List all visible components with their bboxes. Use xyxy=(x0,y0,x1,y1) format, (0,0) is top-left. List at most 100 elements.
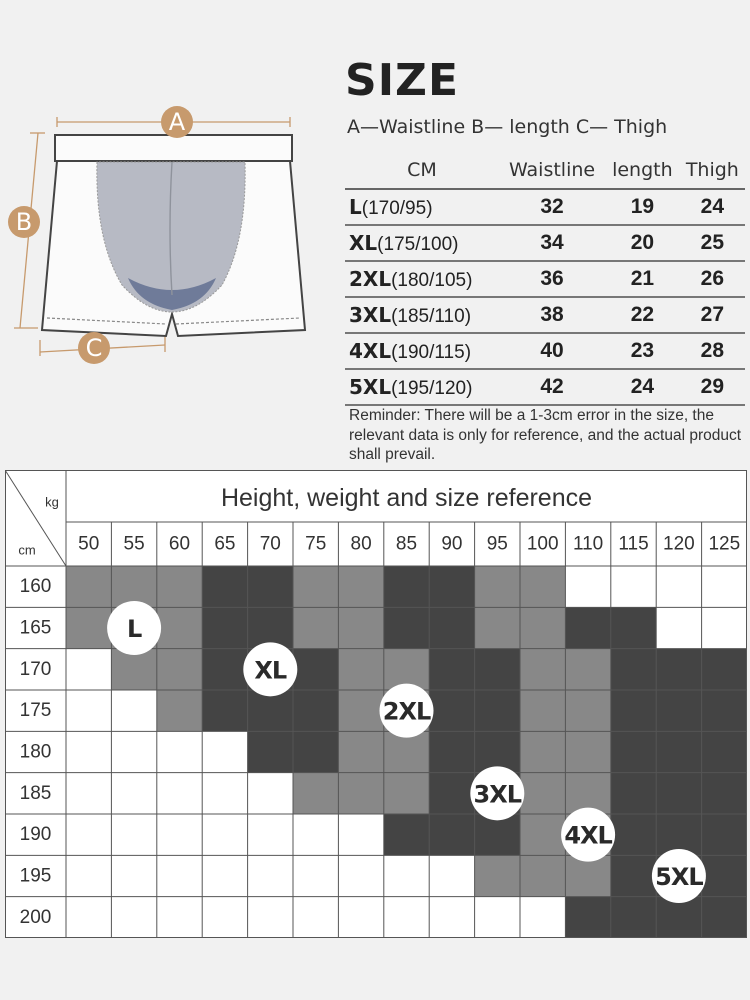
thigh-value: 26 xyxy=(679,261,745,298)
waistline-value: 42 xyxy=(499,369,606,406)
grid-cell xyxy=(474,566,520,608)
grid-cell xyxy=(565,855,611,897)
size-cell: 2XL(180/105) xyxy=(345,261,499,298)
grid-cell xyxy=(701,566,747,608)
grid-cell xyxy=(565,896,611,938)
grid-cell xyxy=(111,566,157,608)
height-weight: (195/120) xyxy=(391,377,473,399)
grid-cell xyxy=(656,607,702,649)
length-value: 21 xyxy=(605,261,680,298)
grid-cell xyxy=(701,855,747,897)
dimension-c-label: C xyxy=(78,332,110,364)
height-tick-label: 160 xyxy=(20,576,52,597)
weight-tick-label: 85 xyxy=(396,534,417,555)
height-tick-label: 190 xyxy=(20,824,52,845)
size-label: 5XL xyxy=(349,374,392,399)
grid-cell xyxy=(610,690,657,732)
grid-cell xyxy=(701,690,747,732)
grid-cell xyxy=(156,731,203,773)
grid-cell xyxy=(66,566,112,608)
grid-cell xyxy=(474,690,520,732)
grid-cell xyxy=(701,731,747,773)
grid-cell xyxy=(383,731,430,773)
grid-cell xyxy=(383,896,430,938)
grid-cell xyxy=(610,896,657,938)
grid-cell xyxy=(701,607,747,649)
grid-cell xyxy=(520,814,566,856)
weight-tick-label: 100 xyxy=(527,534,559,555)
height-weight: (170/95) xyxy=(361,197,433,219)
grid-cell xyxy=(247,814,293,856)
weight-tick-label: 60 xyxy=(169,534,190,555)
size-badge-label: 2XL xyxy=(383,698,431,726)
grid-cell xyxy=(520,896,566,938)
grid-cell xyxy=(565,731,611,773)
grid-cell xyxy=(701,896,747,938)
size-badge xyxy=(107,601,162,655)
size-label: 3XL xyxy=(349,302,392,327)
waistline-header: Waistline xyxy=(508,159,596,181)
grid-cell xyxy=(429,896,475,938)
grid-cell xyxy=(520,607,566,649)
size-badge xyxy=(561,807,616,862)
grid-cell xyxy=(338,566,384,608)
grid-cell xyxy=(565,566,611,608)
table-row: 3XL(185/110) 38 22 27 xyxy=(345,297,745,334)
grid-cell xyxy=(111,814,157,856)
waistline-value: 36 xyxy=(499,261,606,298)
grid-cell xyxy=(474,855,520,897)
size-cell: L(170/95) xyxy=(345,189,499,226)
unit-header: CM xyxy=(407,159,437,181)
thigh-value: 24 xyxy=(679,189,745,226)
grid-cell xyxy=(474,731,520,773)
grid-cell xyxy=(293,772,339,814)
grid-cell xyxy=(111,896,157,938)
grid-cell xyxy=(338,855,384,897)
grid-cell xyxy=(293,855,339,897)
dimension-a-label: A xyxy=(161,106,193,138)
weight-tick-label: 50 xyxy=(78,534,99,555)
grid-cell xyxy=(474,607,520,649)
grid-cell xyxy=(383,855,430,897)
length-value: 23 xyxy=(605,333,680,370)
size-cell: XL(175/100) xyxy=(345,225,499,262)
grid-cell xyxy=(247,896,293,938)
grid-cell xyxy=(701,814,747,856)
size-cell: 4XL(190/115) xyxy=(345,333,499,370)
grid-cell xyxy=(429,731,475,773)
grid-cell xyxy=(338,896,384,938)
grid-cell xyxy=(429,772,475,814)
thigh-value: 25 xyxy=(679,225,745,262)
y-unit-label: cm xyxy=(18,543,35,558)
size-label: XL xyxy=(349,230,378,255)
size-badge-label: L xyxy=(127,615,142,643)
grid-cell xyxy=(383,607,430,649)
grid-cell xyxy=(338,607,384,649)
grid-cell xyxy=(156,607,203,649)
grid-cell xyxy=(202,814,248,856)
height-tick-label: 175 xyxy=(20,700,52,721)
grid-cell xyxy=(202,896,248,938)
grid-cell xyxy=(520,566,566,608)
grid-cell xyxy=(610,814,657,856)
grid-cell xyxy=(701,648,747,690)
grid-cell xyxy=(474,896,520,938)
grid-cell xyxy=(66,896,112,938)
chart-title: Height, weight and size reference xyxy=(221,484,592,512)
grid-cell xyxy=(520,690,566,732)
grid-cell xyxy=(383,772,430,814)
grid-cell xyxy=(202,690,248,732)
briefs-outline xyxy=(14,117,307,356)
grid-cell xyxy=(429,814,475,856)
weight-tick-label: 125 xyxy=(708,534,740,555)
thigh-value: 27 xyxy=(679,297,745,334)
grid-cell xyxy=(156,772,203,814)
grid-cell xyxy=(610,607,657,649)
grid-cell xyxy=(338,814,384,856)
grid-cell xyxy=(610,566,657,608)
grid-cell xyxy=(610,648,657,690)
grid-cell xyxy=(202,607,248,649)
waistline-value: 40 xyxy=(499,333,606,370)
table-row: 5XL(195/120) 42 24 29 xyxy=(345,369,745,406)
grid-cell xyxy=(66,772,112,814)
